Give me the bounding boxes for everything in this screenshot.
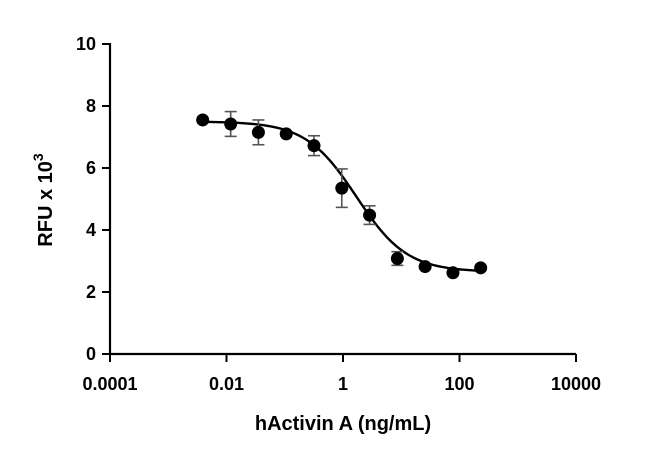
data-point xyxy=(418,260,432,274)
data-point xyxy=(474,261,488,275)
x-tick-label: 100 xyxy=(444,374,474,394)
axes xyxy=(108,43,576,356)
data-point xyxy=(446,266,460,280)
y-axis-title-exponent: 3 xyxy=(30,153,46,161)
y-tick-label: 10 xyxy=(76,34,96,54)
x-tick-label: 1 xyxy=(338,374,348,394)
data-point xyxy=(279,127,293,141)
data-point xyxy=(196,113,210,127)
y-axis-title-base: RFU x 10 xyxy=(35,161,57,247)
ticks: 0 2 4 6 8 10 0.0001 0.01 1 100 10000 xyxy=(76,34,601,394)
data-point xyxy=(251,125,265,139)
x-tick-label: 0.0001 xyxy=(82,374,137,394)
error-bars xyxy=(224,110,404,267)
y-tick-label: 8 xyxy=(86,96,96,116)
y-tick-label: 2 xyxy=(86,282,96,302)
data-point xyxy=(224,117,238,131)
y-tick-label: 4 xyxy=(86,220,96,240)
y-axis-title: RFU x 103 xyxy=(30,153,57,247)
x-tick-label: 10000 xyxy=(551,374,601,394)
y-tick-label: 6 xyxy=(86,158,96,178)
x-tick-label: 0.01 xyxy=(209,374,244,394)
data-point xyxy=(307,139,321,153)
data-point xyxy=(390,252,404,266)
data-point xyxy=(363,208,377,222)
data-point xyxy=(335,181,349,195)
y-tick-label: 0 xyxy=(86,344,96,364)
data-points xyxy=(196,113,488,280)
x-axis-title: hActivin A (ng/mL) xyxy=(255,413,431,435)
